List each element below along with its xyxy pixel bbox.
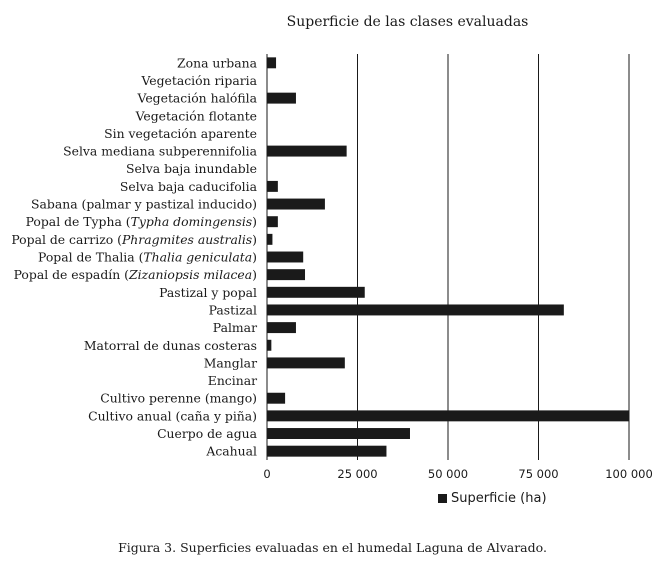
category-label: Vegetación halófila xyxy=(137,91,258,106)
x-tick-label: 0 xyxy=(263,467,270,481)
bar xyxy=(267,251,304,263)
category-label: Popal de Thalia (Thalia geniculata) xyxy=(38,250,257,265)
bar xyxy=(267,410,629,422)
bar xyxy=(267,233,273,245)
x-tick-label: 75 000 xyxy=(518,467,558,481)
bar xyxy=(267,216,278,228)
x-tick-label: 100 000 xyxy=(605,467,653,481)
category-label: Sabana (palmar y pastizal inducido) xyxy=(31,197,257,212)
bar xyxy=(267,428,410,439)
category-label: Popal de Typha (Typha domingensis) xyxy=(26,214,257,229)
category-label: Cultivo perenne (mango) xyxy=(100,391,257,406)
bar xyxy=(267,198,325,210)
bar xyxy=(267,145,347,157)
bar xyxy=(267,392,286,404)
x-tick-label: 25 000 xyxy=(337,467,377,481)
bar xyxy=(267,92,296,104)
bar xyxy=(267,57,277,69)
bar xyxy=(267,445,387,457)
category-label: Selva baja caducifolia xyxy=(120,179,258,194)
bar xyxy=(267,322,296,334)
category-label: Zona urbana xyxy=(177,55,258,70)
category-label: Palmar xyxy=(213,320,257,335)
legend-label: Superficie (ha) xyxy=(451,491,547,506)
chart-title: Superficie de las clases evaluadas xyxy=(286,14,529,30)
category-label: Matorral de dunas costeras xyxy=(84,338,257,353)
bar xyxy=(267,269,306,281)
category-label: Acahual xyxy=(205,444,257,459)
figure-caption: Figura 3. Superficies evaluadas en el hu… xyxy=(118,540,547,555)
bar xyxy=(267,339,272,351)
category-label: Encinar xyxy=(208,373,257,388)
legend: Superficie (ha) xyxy=(438,491,547,506)
bar xyxy=(267,357,345,369)
category-label: Popal de espadín (Zizaniopsis milacea) xyxy=(14,267,257,282)
category-label: Vegetación riparia xyxy=(140,73,257,88)
category-label: Sin vegetación aparente xyxy=(104,126,257,141)
bar xyxy=(267,304,564,316)
category-label: Cuerpo de agua xyxy=(157,426,258,441)
category-label: Manglar xyxy=(204,355,257,370)
category-label: Selva mediana subperennifolia xyxy=(63,144,257,159)
category-label: Popal de carrizo (Phragmites australis) xyxy=(11,232,257,247)
category-label: Vegetación flotante xyxy=(135,108,257,123)
bar xyxy=(267,180,278,192)
legend-swatch xyxy=(438,494,447,503)
category-label: Pastizal y popal xyxy=(159,285,257,300)
category-label: Cultivo anual (caña y piña) xyxy=(88,408,257,423)
bar xyxy=(267,286,365,298)
x-tick-label: 50 000 xyxy=(428,467,468,481)
category-label: Pastizal xyxy=(209,302,257,317)
category-label: Selva baja inundable xyxy=(126,161,257,176)
